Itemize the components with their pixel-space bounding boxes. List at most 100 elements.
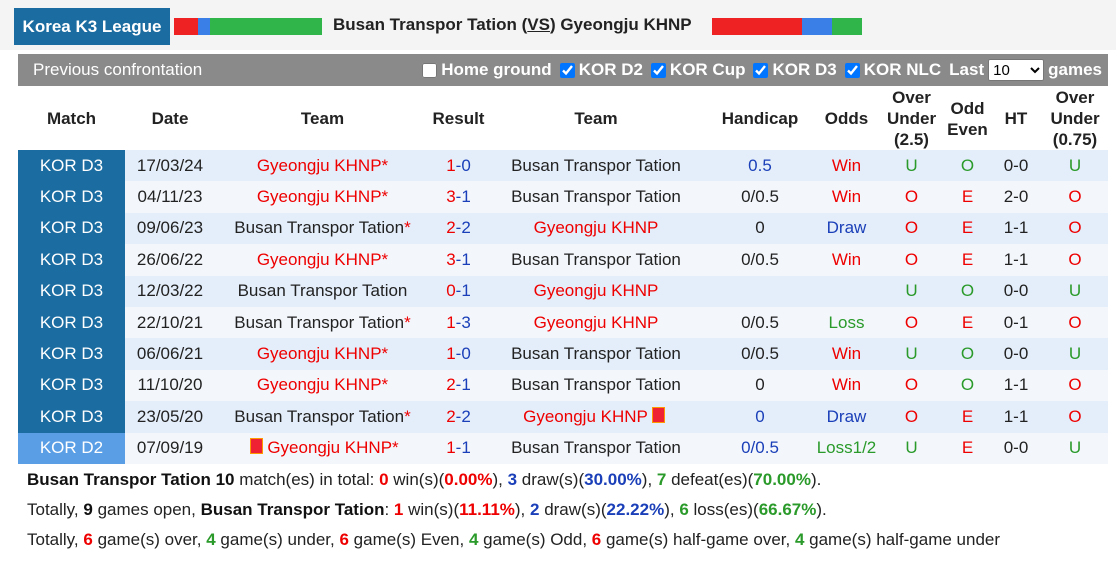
team-name[interactable]: Gyeongju KHNP [256,249,382,269]
filter-option[interactable]: KOR D2 [559,54,643,86]
score: 2-1 [430,369,487,402]
over-under: U [878,338,945,370]
home-team[interactable]: Busan Transpor Tation* [215,401,430,433]
team-name[interactable]: Busan Transpor Tation [511,375,681,395]
team-name[interactable]: Busan Transpor Tation [511,187,681,207]
team-name[interactable]: Busan Transpor Tation [237,281,408,301]
league[interactable]: KOR D3 [18,275,125,307]
team-name[interactable]: Gyeongju KHNP [256,187,382,207]
handicap: 0/0.5 [705,181,815,213]
checkbox[interactable] [844,62,860,78]
team-name[interactable]: Busan Transpor Tation [511,344,681,364]
home-team[interactable]: Busan Transpor Tation* [215,306,430,339]
home-team[interactable]: Gyeongju KHNP* [215,369,430,402]
option-label: KOR D2 [578,60,643,79]
team-name[interactable]: Busan Transpor Tation [234,218,405,238]
team-name[interactable]: Gyeongju KHNP [256,375,382,395]
league[interactable]: KOR D3 [18,244,125,276]
away-team[interactable]: Busan Transpor Tation [487,181,705,213]
summary-text: ). [810,470,822,489]
summary-text: 6 [591,530,602,549]
away-team[interactable]: Busan Transpor Tation [487,244,705,276]
summary-line: Totally, 6 game(s) over, 4 game(s) under… [18,526,1108,556]
score: 2-2 [430,401,487,433]
team-name[interactable]: Gyeongju KHNP [267,438,393,458]
summary-text: ), [514,500,530,519]
home-star: * [381,187,389,207]
away-team[interactable]: Gyeongju KHNP [487,306,705,339]
league[interactable]: KOR D3 [18,338,125,370]
match-row: KOR D3 22/10/21 Busan Transpor Tation* 1-3 G… [18,306,1108,339]
team-name[interactable]: Gyeongju KHNP [533,281,659,301]
team-name[interactable]: Gyeongju KHNP [256,344,382,364]
filter-option[interactable]: KOR D3 [753,54,837,86]
home-team[interactable]: Busan Transpor Tation* [215,212,430,245]
away-team[interactable]: Busan Transpor Tation [487,338,705,370]
league[interactable]: KOR D3 [18,150,125,182]
team-name[interactable]: Busan Transpor Tation [511,155,681,175]
home-team[interactable]: Gyeongju KHNP* [215,338,430,370]
header-bar: Korea K3 League Busan Transpor Tation (V… [0,0,1116,50]
away-team[interactable]: Busan Transpor Tation [487,432,705,464]
home-team[interactable]: Gyeongju KHNP* [215,432,430,464]
league[interactable]: KOR D3 [18,181,125,213]
over-under: O [878,244,945,276]
home-team[interactable]: Gyeongju KHNP* [215,244,430,276]
home-star: * [392,438,399,458]
over-under-075: U [1042,338,1108,370]
away-team[interactable]: Gyeongju KHNP [487,401,705,433]
summary-text: 22.22% [606,500,665,519]
league[interactable]: KOR D2 [18,432,125,464]
home-star: * [381,249,389,269]
away-team[interactable]: Gyeongju KHNP [487,275,705,307]
team-name[interactable]: Busan Transpor Tation [234,312,405,332]
team-name[interactable]: Busan Transpor Tation [511,249,681,269]
summary-text: draw(s)( [517,470,585,489]
checkbox[interactable] [559,62,575,78]
summary-text: game(s) Odd, [478,530,592,549]
filter-option[interactable]: KOR NLC [844,54,941,86]
away-team[interactable]: Gyeongju KHNP [487,212,705,245]
over-under-075: O [1042,306,1108,339]
away-team[interactable]: Busan Transpor Tation [487,150,705,182]
odds-result: Draw [815,212,878,245]
summary-text: 1 [393,500,404,519]
filter-bar: Previous confrontation Home ground KOR D2… [18,54,1108,86]
checkbox[interactable] [650,62,666,78]
half-time: 1-1 [990,244,1042,276]
checkbox[interactable] [753,62,769,78]
over-under: U [878,275,945,307]
vs[interactable]: VS [527,15,550,34]
column-header: Odds [815,87,878,150]
league[interactable]: KOR D3 [18,401,125,433]
odd-even: E [945,401,990,433]
home-star: * [381,375,389,395]
league[interactable]: KOR D3 [18,369,125,402]
checkbox[interactable] [422,62,438,78]
team-name[interactable]: Gyeongju KHNP [523,406,648,426]
home-team[interactable]: Gyeongju KHNP* [215,181,430,213]
results-table: Match Date Team Result Team Handicap Odds Over … [18,87,1108,464]
home-team[interactable]: Busan Transpor Tation [215,275,430,307]
over-under: U [878,432,945,464]
summary-text: 70.00% [753,470,811,489]
home-team[interactable]: Gyeongju KHNP* [215,150,430,182]
team-name[interactable]: Busan Transpor Tation [234,406,405,426]
summary: Busan Transpor Tation 10 match(es) in to… [18,466,1108,556]
count-dropdown[interactable]: 10 [988,59,1045,81]
odds-result [815,275,878,307]
league-badge[interactable]: Korea K3 League [14,8,170,45]
filter-option[interactable]: KOR Cup [650,54,745,86]
summary-text: 0.00% [444,470,493,489]
team-name[interactable]: Gyeongju KHNP [533,312,659,332]
odds-result: Win [815,338,878,370]
team-name[interactable]: Busan Transpor Tation [511,438,681,458]
league[interactable]: KOR D3 [18,212,125,245]
filter-option[interactable]: Home ground [422,54,552,86]
team-name[interactable]: Gyeongju KHNP [256,155,382,175]
away-team[interactable]: Busan Transpor Tation [487,369,705,402]
score: 1-0 [430,338,487,370]
league[interactable]: KOR D3 [18,306,125,339]
summary-text: 30.00% [584,470,642,489]
team-name[interactable]: Gyeongju KHNP [533,218,659,238]
